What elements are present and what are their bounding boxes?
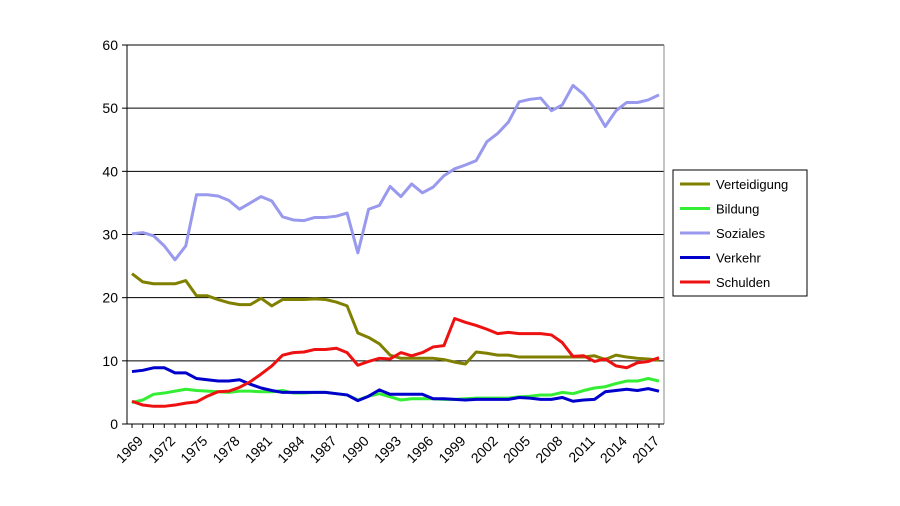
x-tick-label: 1975 bbox=[177, 433, 210, 466]
x-tick-label: 1996 bbox=[403, 433, 436, 466]
x-tick-label: 1999 bbox=[435, 433, 468, 466]
legend-label-verkehr: Verkehr bbox=[716, 251, 761, 266]
x-tick-label: 1978 bbox=[209, 433, 242, 466]
y-tick-label: 10 bbox=[102, 353, 118, 369]
x-tick-label: 2014 bbox=[597, 433, 630, 466]
y-tick-label: 30 bbox=[102, 227, 118, 243]
x-tick-label: 2005 bbox=[500, 433, 533, 466]
series-line-bildung bbox=[131, 377, 660, 404]
legend-label-bildung: Bildung bbox=[716, 202, 759, 217]
x-tick-label: 1990 bbox=[339, 433, 372, 466]
x-tick-label: 1987 bbox=[306, 433, 339, 466]
x-tick-label: 1969 bbox=[113, 433, 146, 466]
y-tick-label: 60 bbox=[102, 37, 118, 53]
x-tick-label: 2008 bbox=[532, 433, 565, 466]
x-tick-label: 1981 bbox=[242, 433, 275, 466]
y-tick-label: 50 bbox=[102, 100, 118, 116]
x-tick-label: 2002 bbox=[468, 433, 501, 466]
legend-label-schulden: Schulden bbox=[716, 275, 770, 290]
series-line-soziales bbox=[131, 83, 660, 262]
x-tick-label: 2011 bbox=[565, 433, 598, 466]
legend-label-verteidigung: Verteidigung bbox=[716, 177, 788, 192]
x-tick-label: 1984 bbox=[274, 433, 307, 466]
y-tick-label: 0 bbox=[110, 416, 118, 432]
series-lines bbox=[131, 83, 660, 408]
x-tick-label: 1972 bbox=[145, 433, 178, 466]
y-tick-label: 20 bbox=[102, 290, 118, 306]
legend-label-soziales: Soziales bbox=[716, 226, 766, 241]
series-line-schulden bbox=[131, 317, 660, 408]
series-line-verkehr bbox=[131, 366, 660, 403]
y-tick-label: 40 bbox=[102, 163, 118, 179]
legend: Verteidigung Bildung Soziales Verkehr Schuld… bbox=[672, 169, 808, 297]
x-tick-label: 1993 bbox=[371, 433, 404, 466]
series-line-verteidigung bbox=[131, 272, 660, 366]
x-tick-label: 2017 bbox=[629, 433, 662, 466]
